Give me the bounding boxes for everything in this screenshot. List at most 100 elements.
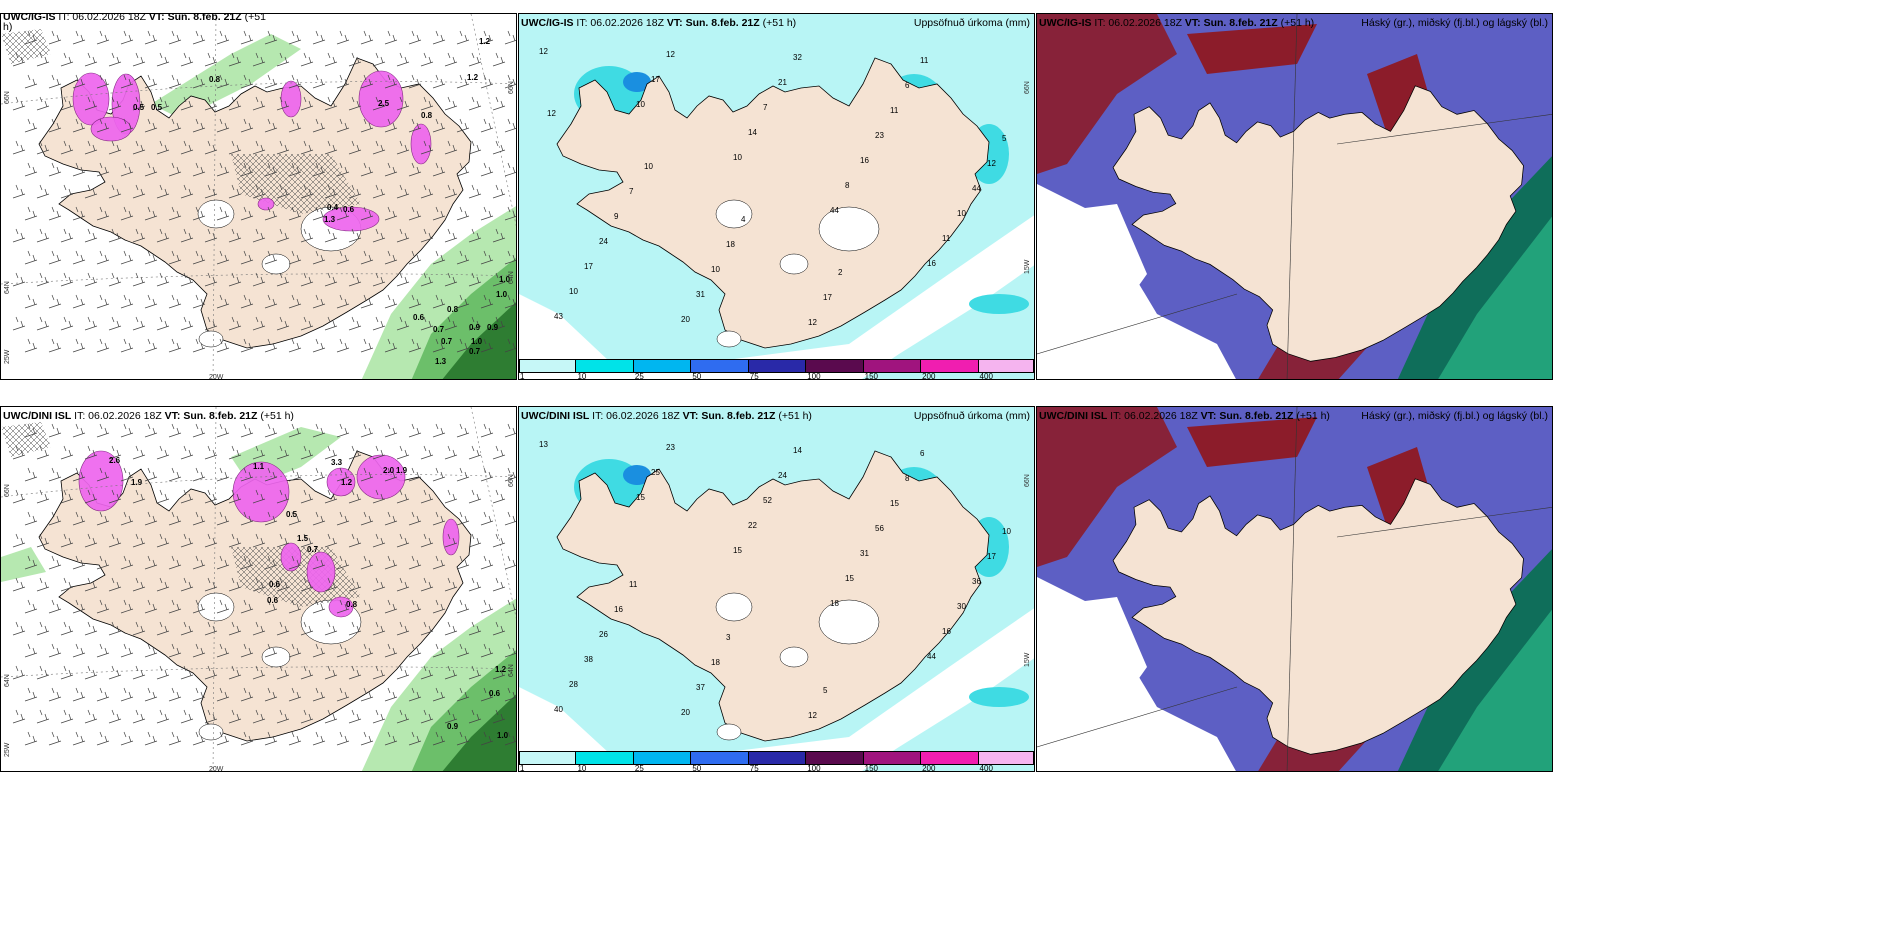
precip-value-label: 17 bbox=[651, 75, 660, 84]
colorbar-tick: 400 bbox=[979, 372, 993, 380]
precip-value-label: 43 bbox=[554, 312, 563, 321]
precip-value-label: 5 bbox=[823, 686, 828, 695]
precip-value-label: 18 bbox=[711, 658, 720, 667]
snow-value-label: 2.5 bbox=[378, 99, 390, 108]
graticule-label: 66N bbox=[508, 474, 515, 487]
precip-value-label: 20 bbox=[681, 708, 690, 717]
precip-value-label: 25 bbox=[651, 468, 660, 477]
precip-value-label: 10 bbox=[733, 153, 742, 162]
snow-value-label: 0.5 bbox=[133, 103, 145, 112]
precip-value-label: 16 bbox=[942, 627, 951, 636]
graticule-label: 66N bbox=[508, 81, 515, 94]
snow-value-label: 1.0 bbox=[496, 290, 508, 299]
graticule-label: 66N bbox=[4, 91, 11, 104]
wind-snow-map: 1.2 1.2 0.8 0.5 0.5 1.0 0.4 0.6 1.3 1.0 0.9 0.8 0.7 0… bbox=[1, 14, 516, 380]
precip-value-label: 10 bbox=[636, 100, 645, 109]
snow-value-label: 1.2 bbox=[495, 665, 507, 674]
precip-value-label: 28 bbox=[569, 680, 578, 689]
snow-value-label: 1.2 bbox=[479, 37, 491, 46]
snow-value-label: 1.0 bbox=[471, 337, 483, 346]
graticule-label: 25W bbox=[4, 742, 11, 757]
colorbar-tick: 400 bbox=[979, 764, 993, 772]
precip-value-label: 15 bbox=[636, 493, 645, 502]
precip-value-label: 12 bbox=[666, 50, 675, 59]
colorbar-segment bbox=[691, 359, 749, 373]
precip-value-label: 12 bbox=[539, 47, 548, 56]
snow-value-label: 0.8 bbox=[447, 305, 459, 314]
snow-value-label: 0.5 bbox=[151, 103, 163, 112]
panel-ig-clouds: UWC/IG-IS IT: 06.02.2026 18Z VT: Sun. 8.… bbox=[1036, 13, 1553, 380]
precip-value-label: 22 bbox=[748, 521, 757, 530]
colorbar-tick: 200 bbox=[922, 372, 936, 380]
precip-value-label: 18 bbox=[726, 240, 735, 249]
precip-value-label: 11 bbox=[890, 106, 899, 115]
precip-value-label: 44 bbox=[927, 652, 936, 661]
snow-value-label: 1.2 bbox=[341, 478, 353, 487]
precip-colorbar: 1 10 25 50 75 100 150 200 400 bbox=[519, 359, 1034, 379]
precip-value-label: 10 bbox=[1002, 527, 1011, 536]
panel-title: UWC/IG-IS IT: 06.02.2026 18Z VT: Sun. 8.… bbox=[3, 13, 266, 33]
precip-value-label: 21 bbox=[778, 78, 787, 87]
snow-value-label: 0.8 bbox=[346, 600, 358, 609]
colorbar-tick: 75 bbox=[749, 372, 759, 380]
panel-title: UWC/DINI ISL IT: 06.02.2026 18Z VT: Sun.… bbox=[521, 410, 812, 422]
panel-dini-wind-snow: UWC/DINI ISL IT: 06.02.2026 18Z VT: Sun.… bbox=[0, 406, 517, 772]
precip-value-label: 31 bbox=[860, 549, 869, 558]
precip-value-label: 12 bbox=[987, 159, 996, 168]
precip-value-label: 8 bbox=[845, 181, 850, 190]
colorbar-segment bbox=[921, 751, 979, 765]
colorbar-tick: 100 bbox=[807, 372, 821, 380]
colorbar-tick: 150 bbox=[864, 764, 879, 772]
colorbar-tick: 10 bbox=[577, 764, 587, 772]
graticule-label: 64N bbox=[508, 271, 515, 284]
colorbar-segment bbox=[978, 751, 1034, 765]
snow-value-label: 1.9 bbox=[131, 478, 143, 487]
colorbar-tick: 200 bbox=[922, 764, 936, 772]
precip-map: 1315151844402522151628235231303820245636… bbox=[519, 407, 1034, 771]
precip-value-label: 44 bbox=[972, 184, 981, 193]
precip-value-label: 56 bbox=[875, 524, 884, 533]
snow-value-label: 1.9 bbox=[396, 466, 408, 475]
snow-value-label: 0.8 bbox=[421, 111, 433, 120]
precip-value-label: 9 bbox=[614, 212, 619, 221]
precip-value-label: 17 bbox=[584, 262, 593, 271]
precip-value-label: 3 bbox=[726, 633, 731, 642]
colorbar-segment bbox=[633, 751, 692, 765]
precip-value-label: 16 bbox=[614, 605, 623, 614]
precip-colorbar: 1 10 25 50 75 100 150 200 400 bbox=[519, 751, 1034, 771]
precip-value-label: 5 bbox=[1002, 134, 1007, 143]
colorbar-segment bbox=[691, 751, 749, 765]
precip-value-label: 10 bbox=[644, 162, 653, 171]
panel-field-name: Uppsöfnuð úrkoma (mm) bbox=[913, 410, 1030, 422]
snow-value-label: 1.3 bbox=[435, 357, 447, 366]
panel-field-name: Uppsöfnuð úrkoma (mm) bbox=[913, 17, 1030, 29]
precip-value-label: 10 bbox=[957, 209, 966, 218]
snow-value-label: 1.0 bbox=[499, 275, 511, 284]
precip-value-label: 32 bbox=[793, 53, 802, 62]
precip-value-label: 10 bbox=[711, 265, 720, 274]
colorbar-tick: 50 bbox=[692, 372, 702, 380]
colorbar-segment bbox=[519, 751, 577, 765]
precip-value-label: 44 bbox=[830, 206, 839, 215]
colorbar-segment bbox=[748, 751, 807, 765]
precip-value-label: 37 bbox=[696, 683, 705, 692]
colorbar-segment bbox=[978, 359, 1034, 373]
snow-value-label: 1.1 bbox=[253, 462, 265, 471]
graticule-label: 20W bbox=[209, 374, 224, 380]
panel-title: UWC/DINI ISL IT: 06.02.2026 18Z VT: Sun.… bbox=[1039, 410, 1330, 422]
snow-value-label: 1.3 bbox=[324, 215, 336, 224]
snow-value-label: 1.0 bbox=[497, 731, 509, 740]
precip-value-label: 4 bbox=[741, 215, 746, 224]
precip-value-label: 14 bbox=[793, 446, 802, 455]
precip-value-label: 14 bbox=[748, 128, 757, 137]
snow-value-label: 0.8 bbox=[209, 75, 221, 84]
snow-value-label: 2.0 bbox=[383, 466, 395, 475]
snow-value-label: 1.5 bbox=[297, 534, 309, 543]
precip-value-label: 17 bbox=[987, 552, 996, 561]
colorbar-segment bbox=[576, 751, 634, 765]
graticule-label: 64N bbox=[4, 281, 11, 294]
colorbar-segment bbox=[519, 359, 577, 373]
snow-value-label: 0.9 bbox=[447, 722, 459, 731]
precip-value-label: 18 bbox=[830, 599, 839, 608]
precip-value-label: 6 bbox=[920, 449, 925, 458]
